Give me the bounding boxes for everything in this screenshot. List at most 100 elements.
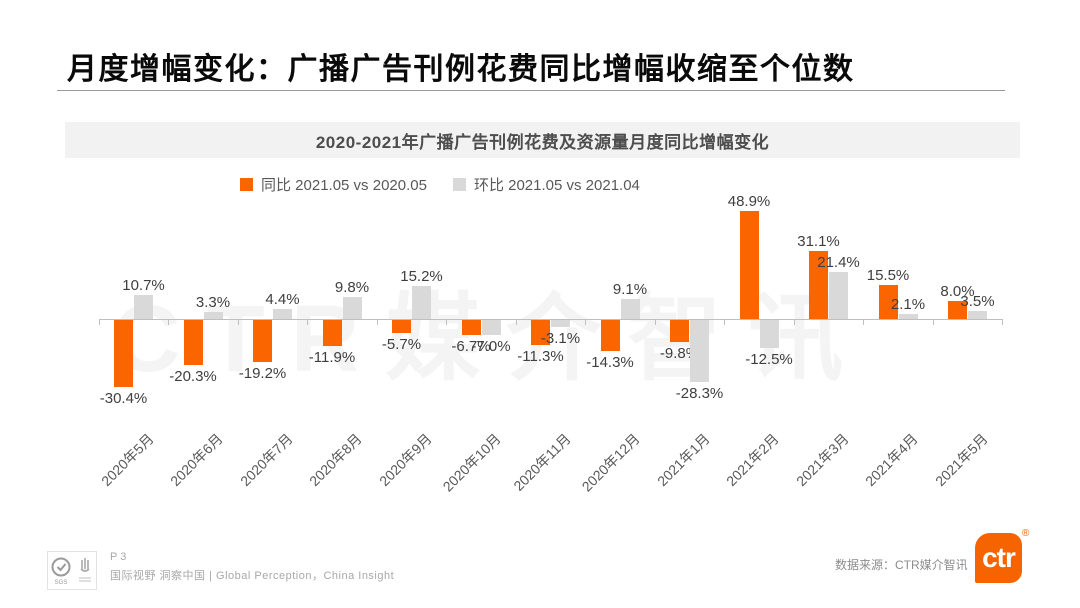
bar-value-label: 9.8% bbox=[334, 279, 370, 297]
tongbi-bar bbox=[392, 320, 411, 333]
ctr-logo: ctr bbox=[975, 533, 1022, 583]
bar-value-label: 8.0% bbox=[940, 283, 975, 301]
tongbi-bar bbox=[878, 284, 898, 319]
huanbi-bar bbox=[551, 320, 570, 327]
x-axis-label: 2021年3月 bbox=[792, 430, 852, 490]
axis-tick bbox=[168, 319, 170, 325]
huanbi-bar bbox=[342, 297, 362, 319]
huanbi-bar bbox=[829, 271, 848, 319]
bar-value-label: 2.1% bbox=[890, 296, 926, 314]
certification-logos: SGS bbox=[47, 551, 97, 590]
bar-value-label: -19.2% bbox=[238, 365, 287, 383]
tongbi-bar bbox=[253, 320, 272, 363]
certification-circle-check-icon: SGS bbox=[51, 557, 71, 586]
chart-title: 2020-2021年广播广告刊例花费及资源量月度同比增幅变化 bbox=[315, 132, 770, 152]
page-number: P 3 bbox=[110, 551, 127, 563]
bar-value-label: -9.8% bbox=[659, 344, 700, 362]
legend-label-huanbi: 环比 2021.05 vs 2021.04 bbox=[473, 177, 640, 194]
x-axis-label: 2020年9月 bbox=[375, 430, 435, 490]
bar-value-label: 3.5% bbox=[960, 293, 995, 311]
title-divider bbox=[57, 90, 1005, 91]
huanbi-bar bbox=[968, 311, 987, 319]
bar-value-label: -7.0% bbox=[471, 338, 511, 356]
huanbi-bar bbox=[690, 320, 709, 383]
bar-value-label: -28.3% bbox=[675, 385, 724, 403]
ctr-logo-text: ctr bbox=[982, 542, 1016, 573]
tongbi-bar bbox=[531, 320, 550, 345]
bar-value-label: 31.1% bbox=[797, 232, 840, 250]
bar-value-label: -30.4% bbox=[99, 389, 148, 407]
axis-tick bbox=[932, 319, 934, 325]
axis-tick bbox=[585, 319, 587, 325]
data-source-note: 数据来源：CTR媒介智讯 bbox=[835, 558, 968, 572]
legend-label-tongbi: 同比 2021.05 vs 2020.05 bbox=[261, 177, 427, 194]
bar-value-label: 10.7% bbox=[122, 277, 165, 295]
bar-value-label: -11.9% bbox=[308, 349, 356, 367]
axis-tick bbox=[863, 319, 865, 325]
huanbi-bar bbox=[620, 298, 640, 319]
bar-value-label: 15.2% bbox=[400, 267, 443, 285]
tongbi-bar bbox=[600, 320, 620, 352]
x-axis-label: 2020年5月 bbox=[97, 430, 157, 490]
x-axis-label: 2021年1月 bbox=[653, 430, 713, 490]
legend-swatch-huanbi-icon bbox=[452, 178, 466, 191]
x-axis-label: 2020年12月 bbox=[578, 430, 643, 495]
huanbi-bar bbox=[481, 320, 501, 336]
tongbi-bar bbox=[739, 211, 759, 319]
axis-tick bbox=[446, 319, 448, 325]
huanbi-bar bbox=[134, 295, 153, 319]
huanbi-bar bbox=[759, 320, 779, 348]
huanbi-bar bbox=[898, 314, 918, 319]
axis-tick bbox=[654, 319, 656, 325]
chart-title-banner: 2020-2021年广播广告刊例花费及资源量月度同比增幅变化 bbox=[65, 122, 1020, 158]
axis-tick bbox=[724, 319, 726, 325]
tongbi-bar bbox=[322, 320, 342, 347]
axis-tick bbox=[307, 319, 309, 325]
x-axis-label: 2020年11月 bbox=[509, 430, 574, 494]
bar-value-label: -3.1% bbox=[540, 329, 581, 347]
huanbi-bar bbox=[412, 285, 431, 319]
bar-value-label: -12.5% bbox=[745, 350, 793, 368]
bar-value-label: 21.4% bbox=[817, 253, 860, 271]
certification-hand-icon bbox=[79, 557, 91, 582]
bar-value-label: 48.9% bbox=[727, 193, 771, 211]
x-axis-label: 2020年8月 bbox=[306, 430, 365, 490]
tongbi-bar bbox=[809, 250, 828, 319]
x-axis-label: 2021年5月 bbox=[931, 430, 991, 490]
tongbi-bar bbox=[183, 320, 203, 365]
x-axis-label: 2021年2月 bbox=[723, 430, 782, 490]
legend-swatch-tongbi-icon bbox=[240, 178, 253, 191]
bar-value-label: -6.7% bbox=[451, 337, 491, 355]
x-axis-line bbox=[98, 319, 1003, 320]
bar-value-label: -14.3% bbox=[586, 354, 634, 372]
svg-text:SGS: SGS bbox=[55, 580, 68, 586]
x-axis-label: 2020年7月 bbox=[236, 430, 296, 490]
x-axis-label: 2020年10月 bbox=[439, 430, 504, 495]
bar-value-label: 9.1% bbox=[612, 280, 648, 298]
legend-item-huanbi: 环比 2021.05 vs 2021.04 bbox=[452, 174, 640, 195]
registered-trademark-icon: ® bbox=[1022, 528, 1030, 539]
x-axis-label: 2021年4月 bbox=[862, 430, 921, 490]
tongbi-bar bbox=[114, 320, 133, 387]
axis-tick bbox=[98, 319, 100, 325]
bar-value-label: -20.3% bbox=[169, 367, 217, 385]
axis-tick bbox=[237, 319, 239, 325]
axis-tick bbox=[376, 319, 378, 325]
axis-tick bbox=[515, 319, 517, 325]
bar-value-label: -5.7% bbox=[381, 335, 422, 353]
axis-tick bbox=[1002, 319, 1004, 325]
axis-tick bbox=[793, 319, 795, 325]
tongbi-bar bbox=[670, 320, 689, 342]
x-axis-label: 2020年6月 bbox=[167, 430, 226, 490]
footer-tagline: 国际视野 洞察中国 | Global Perception，China Insi… bbox=[110, 570, 395, 582]
bar-value-label: 15.5% bbox=[866, 266, 910, 284]
bar-value-label: 4.4% bbox=[265, 291, 300, 309]
page-title: 月度增幅变化：广播广告刊例花费同比增幅收缩至个位数 bbox=[67, 53, 855, 86]
huanbi-bar bbox=[203, 311, 223, 319]
legend-item-tongbi: 同比 2021.05 vs 2020.05 bbox=[240, 174, 427, 195]
tongbi-bar bbox=[948, 301, 967, 319]
bar-value-label: -11.3% bbox=[517, 347, 564, 365]
huanbi-bar bbox=[273, 309, 292, 319]
